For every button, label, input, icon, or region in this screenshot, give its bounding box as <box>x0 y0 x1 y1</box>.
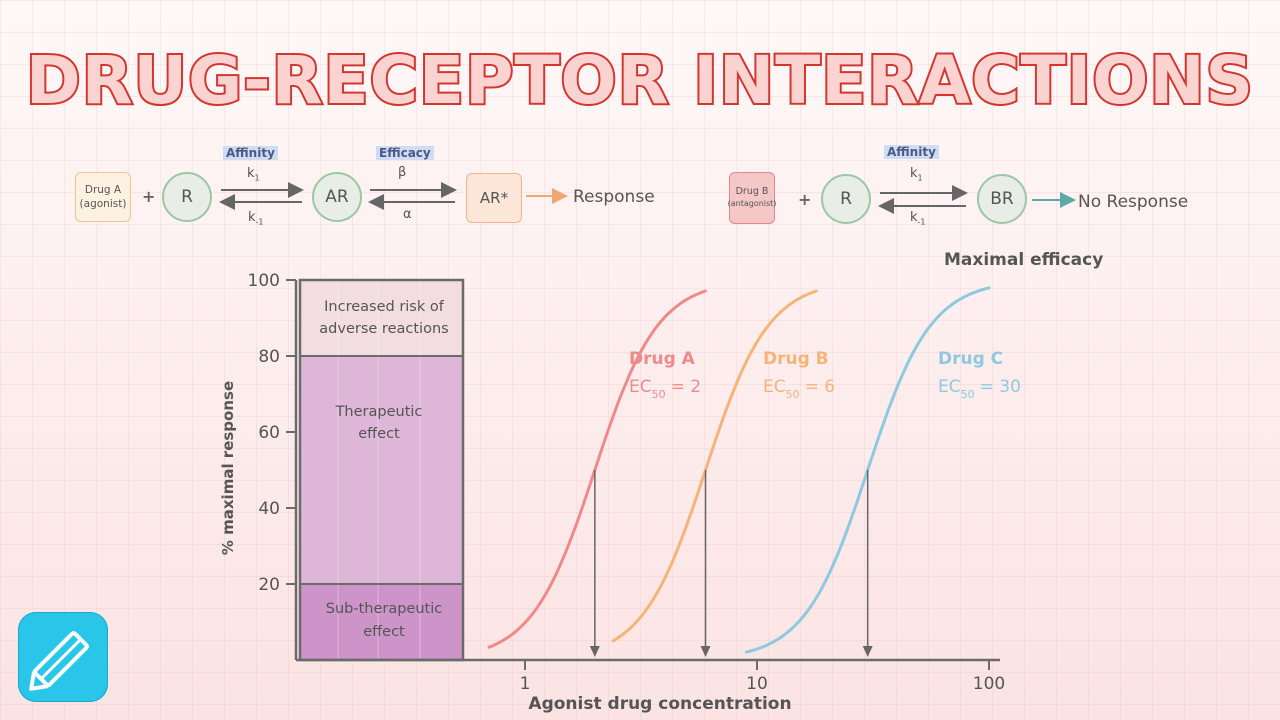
y-tick-label-20: 20 <box>258 575 280 595</box>
zone-label-adverse-2: adverse reactions <box>319 321 448 337</box>
curve-drug-a <box>487 289 707 649</box>
page-title: DRUG-RECEPTOR INTERACTIONS <box>24 42 1255 119</box>
y-tick-label-100: 100 <box>248 271 280 291</box>
response-label: Response <box>573 187 655 207</box>
series-ec50-0: EC50 = 2 <box>629 377 701 401</box>
drug-b-box: Drug B (antagonist) <box>727 172 777 224</box>
curve-drug-b <box>611 289 818 643</box>
series-ec50-1: EC50 = 6 <box>763 377 835 401</box>
beta-label: β <box>398 165 407 180</box>
zone-label-therapeutic-1: Therapeutic <box>335 404 423 420</box>
zone-label-sub-2: effect <box>363 624 405 640</box>
receptor-a: R <box>162 172 212 222</box>
efficacy-label: Efficacy <box>376 146 434 160</box>
series-ec50-2: EC50 = 30 <box>938 377 1021 401</box>
ec50-arrowhead-0 <box>589 646 600 657</box>
drug-b-name: Drug B <box>735 186 769 198</box>
y-tick-label-60: 60 <box>258 423 280 443</box>
drug-a-role: (agonist) <box>79 198 127 210</box>
pencil-glyph <box>29 631 89 691</box>
plus-b: + <box>798 190 812 209</box>
active-complex-label: AR* <box>479 188 509 207</box>
drug-a-name: Drug A <box>84 183 122 196</box>
max-efficacy-label: Maximal efficacy <box>944 250 1103 270</box>
ec50-arrowhead-1 <box>700 646 711 657</box>
alpha-label: α <box>403 207 412 222</box>
complex-ar: AR <box>312 172 362 222</box>
x-tick-label-1: 1 <box>520 674 531 694</box>
k1-label-a: k1 <box>247 166 260 183</box>
ec50-arrowhead-2 <box>862 646 873 657</box>
no-response-label: No Response <box>1078 192 1189 212</box>
series-name-1: Drug B <box>763 349 829 369</box>
receptor-b: R <box>821 174 871 224</box>
pencil-icon[interactable] <box>18 612 108 702</box>
y-tick-label-40: 40 <box>258 499 280 519</box>
k1-label-b: k1 <box>910 166 923 183</box>
y-tick-label-80: 80 <box>258 347 280 367</box>
x-tick-label-100: 100 <box>973 674 1005 694</box>
zone-label-therapeutic-2: effect <box>358 426 400 442</box>
zone-1 <box>300 356 463 584</box>
plus-a: + <box>142 187 156 206</box>
zone-2 <box>300 584 463 660</box>
k-1-label-b: k-1 <box>910 210 926 227</box>
k-1-label-a: k-1 <box>248 210 264 227</box>
drug-b-role: (antagonist) <box>727 199 777 208</box>
affinity-label-b: Affinity <box>884 145 939 159</box>
series-name-2: Drug C <box>938 349 1003 369</box>
affinity-label-a: Affinity <box>223 146 278 160</box>
active-complex-box: AR* <box>466 173 522 223</box>
x-tick-label-10: 10 <box>746 674 768 694</box>
scheme-arrows <box>219 182 1076 214</box>
series-name-0: Drug A <box>629 349 696 369</box>
zone-label-adverse-1: Increased risk of <box>324 299 445 315</box>
drug-a-box: Drug A (agonist) <box>75 172 131 222</box>
receptor-scheme: Drug A (agonist) + R Affinity k1 k-1 AR … <box>0 0 1280 260</box>
zone-0 <box>300 280 463 356</box>
zone-label-sub-1: Sub-therapeutic <box>326 601 443 617</box>
complex-br: BR <box>977 174 1027 224</box>
x-axis-label: Agonist drug concentration <box>528 694 791 714</box>
y-axis-label: % maximal response <box>219 381 237 555</box>
